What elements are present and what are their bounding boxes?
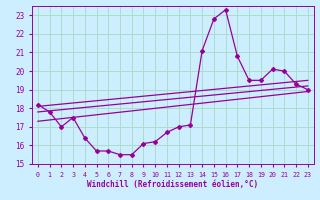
X-axis label: Windchill (Refroidissement éolien,°C): Windchill (Refroidissement éolien,°C): [87, 180, 258, 189]
